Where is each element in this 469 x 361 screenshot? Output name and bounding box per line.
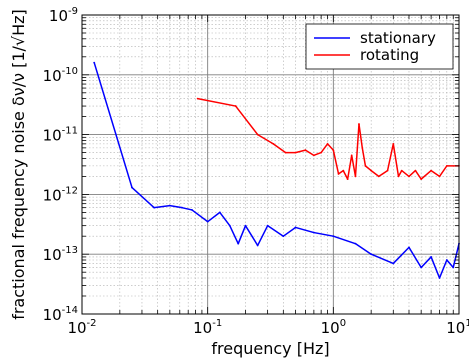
x-tick-label-base: 10 (67, 319, 86, 337)
data-point-rotating (397, 175, 400, 178)
y-tick-label-exponent: -10 (62, 66, 78, 77)
x-tick-label-base: 10 (193, 319, 212, 337)
data-point-stationary (370, 253, 373, 256)
data-point-rotating (386, 169, 389, 172)
x-tick-label: 101 (446, 318, 469, 337)
legend-box (305, 23, 454, 70)
data-point-stationary (228, 224, 231, 227)
data-point-stationary (237, 242, 240, 245)
x-tick-label: 100 (321, 318, 346, 337)
y-tick-label: 10-14 (43, 305, 78, 324)
data-point-stationary (430, 256, 433, 258)
data-point-stationary (420, 266, 423, 269)
data-point-stationary (354, 242, 357, 245)
data-point-rotating (304, 149, 307, 152)
data-point-rotating (354, 175, 357, 178)
data-point-rotating (272, 142, 275, 145)
y-tick-label-exponent: -11 (62, 126, 78, 137)
y-tick-label-exponent: -12 (62, 185, 78, 196)
data-point-rotating (337, 173, 340, 175)
tick-labels: 10-2 10-1 100 10110-1410-1310-1210-1110-101… (43, 6, 469, 337)
series-rotating (196, 97, 460, 181)
data-point-stationary (312, 231, 315, 234)
data-point-rotating (342, 169, 345, 172)
y-tick-label-base: 10 (49, 7, 68, 25)
data-point-stationary (131, 186, 133, 189)
legend-label-stationary: stationary (360, 29, 436, 47)
x-tick-label: 10-2 (67, 318, 96, 337)
x-tick-label-exponent: -2 (87, 318, 97, 329)
data-point-rotating (414, 169, 417, 172)
data-point-rotating (294, 151, 297, 154)
y-tick-label-base: 10 (43, 306, 62, 324)
y-tick-label: 10-9 (49, 6, 78, 25)
y-tick-label-exponent: -14 (62, 305, 78, 316)
y-axis-label: fractional frequency noise δν/ν [1/√Hz] (9, 9, 28, 320)
y-tick-label-base: 10 (43, 67, 62, 85)
data-point-rotating (358, 123, 360, 125)
data-point-stationary (93, 61, 96, 64)
data-point-stationary (294, 226, 297, 229)
data-point-rotating (408, 175, 410, 178)
data-point-rotating (438, 175, 441, 178)
data-point-stationary (256, 244, 259, 247)
series-line-rotating (197, 97, 459, 180)
x-tick-label-exponent: 1 (465, 318, 469, 329)
y-tick-label: 10-11 (43, 126, 78, 145)
data-point-stationary (266, 224, 269, 227)
data-point-stationary (206, 220, 209, 223)
data-point-rotating (430, 169, 433, 172)
data-point-rotating (312, 154, 315, 157)
y-tick-label-exponent: -13 (62, 245, 78, 256)
legend-label-rotating: rotating (360, 46, 419, 64)
x-tick-label: 10-1 (193, 318, 222, 337)
data-point-stationary (244, 224, 247, 227)
data-point-rotating (364, 164, 367, 167)
y-tick-label-base: 10 (43, 246, 62, 264)
y-tick-label: 10-10 (43, 66, 78, 85)
data-point-stationary (332, 235, 335, 238)
data-point-rotating (420, 178, 423, 181)
data-point-stationary (181, 206, 183, 209)
data-point-rotating (392, 142, 395, 145)
x-tick-label-base: 10 (321, 319, 340, 337)
data-point-stationary (445, 259, 448, 261)
y-tick-label: 10-12 (43, 185, 78, 204)
data-point-rotating (346, 178, 349, 181)
x-axis-label: frequency [Hz] (211, 339, 329, 358)
data-point-stationary (168, 204, 171, 207)
data-point-rotating (326, 142, 329, 145)
y-tick-label-base: 10 (43, 127, 62, 145)
data-point-stationary (408, 246, 410, 249)
data-point-rotating (350, 154, 353, 157)
y-tick-label-exponent: -9 (68, 6, 78, 17)
y-tick-label: 10-13 (43, 245, 78, 264)
x-tick-label-exponent: 0 (340, 318, 346, 329)
plot-frame (81, 14, 460, 315)
ticks (81, 14, 460, 315)
data-point-rotating (196, 97, 199, 100)
x-tick-label-exponent: -1 (212, 318, 222, 329)
data-point-stationary (392, 262, 395, 265)
data-point-stationary (191, 209, 193, 211)
data-point-rotating (400, 169, 403, 172)
data-point-stationary (218, 211, 221, 214)
x-tick-label-base: 10 (446, 319, 465, 337)
data-point-rotating (256, 133, 259, 136)
data-point-stationary (282, 235, 285, 238)
data-point-rotating (377, 175, 380, 178)
data-point-rotating (234, 105, 237, 107)
data-point-stationary (452, 266, 455, 269)
data-point-rotating (320, 151, 323, 154)
data-point-stationary (438, 277, 441, 279)
data-point-rotating (332, 149, 335, 152)
data-point-rotating (361, 146, 364, 149)
data-point-rotating (370, 169, 373, 172)
data-point-rotating (284, 151, 287, 154)
data-point-rotating (445, 164, 448, 167)
data-point-stationary (153, 206, 156, 209)
y-tick-label-base: 10 (43, 186, 62, 204)
